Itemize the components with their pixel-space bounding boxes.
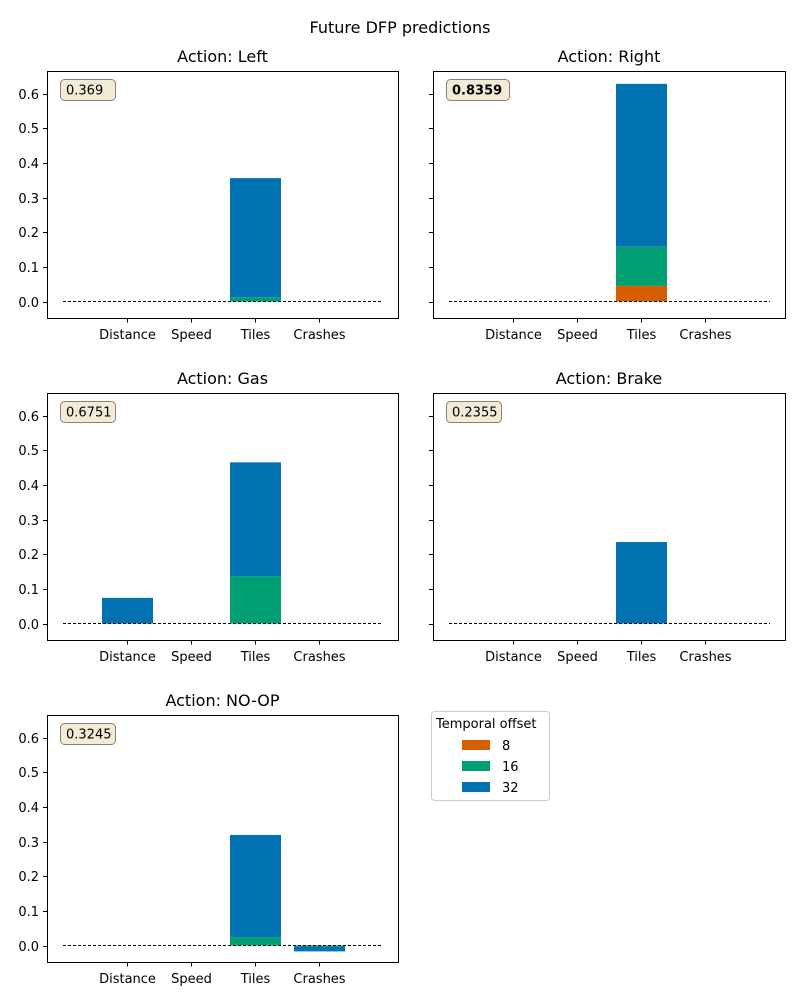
bar-32	[294, 946, 345, 952]
y-tick-label: 0.6	[18, 410, 39, 425]
x-tick-label: Tiles	[240, 328, 271, 343]
bar-16	[230, 576, 281, 624]
legend-label-32: 32	[502, 781, 519, 796]
y-tick-label: 0.2	[18, 548, 39, 563]
axes-frame	[47, 71, 399, 319]
score-label: 0.369	[66, 84, 103, 99]
x-tick-label: Crashes	[679, 328, 731, 343]
bar-32	[230, 462, 281, 577]
y-tick-label: 0.2	[18, 870, 39, 885]
legend-label-16: 16	[502, 760, 519, 775]
y-tick-label: 0.5	[18, 766, 39, 781]
axes-frame	[47, 393, 399, 641]
y-tick-label: 0.5	[18, 122, 39, 137]
y-tick-label: 0.4	[18, 157, 39, 172]
panel-4: Action: NO-OP 0.0 0.1 0.2 0.3 0.4 0.5 0.6 Distan…	[18, 691, 399, 987]
x-tick-label: Crashes	[293, 650, 345, 665]
bar-16	[230, 937, 281, 946]
axes-frame	[433, 393, 786, 641]
x-tick-label: Distance	[485, 650, 542, 665]
y-tick-label: 0.4	[18, 479, 39, 494]
legend-frame	[431, 711, 550, 801]
score-box	[60, 79, 116, 101]
legend-label-8: 8	[502, 739, 510, 754]
score-box	[446, 79, 510, 101]
panel-title: Action: Right	[558, 47, 661, 66]
legend-title: Temporal offset	[435, 717, 536, 732]
axes-frame	[433, 71, 786, 319]
bar-16	[230, 297, 281, 302]
score-label: 0.2355	[452, 406, 498, 421]
x-tick-label: Distance	[99, 650, 156, 665]
bar-8	[616, 285, 667, 302]
x-tick-label: Crashes	[293, 328, 345, 343]
x-tick-label: Crashes	[679, 650, 731, 665]
bar-16	[294, 945, 345, 947]
y-tick-label: 0.1	[18, 583, 39, 598]
score-box	[446, 401, 502, 423]
y-tick-label: 0.4	[18, 801, 39, 816]
y-tick-label: 0.3	[18, 836, 39, 851]
panel-title: Action: Brake	[556, 369, 662, 388]
x-tick-label: Distance	[99, 328, 156, 343]
y-tick-label: 0.5	[18, 444, 39, 459]
score-box	[60, 401, 116, 423]
bar-32	[616, 83, 667, 247]
x-tick-label: Crashes	[293, 972, 345, 987]
y-tick-label: 0.0	[18, 618, 39, 633]
x-tick-label: Speed	[171, 328, 212, 343]
score-label: 0.6751	[66, 406, 112, 421]
y-tick-label: 0.0	[18, 296, 39, 311]
panel-title: Action: Gas	[177, 369, 268, 388]
bar-16	[616, 246, 667, 286]
figure-title: Future DFP predictions	[310, 18, 491, 37]
panel-0: Action: Left 0.0 0.1 0.2 0.3 0.4 0.5 0.6 Distanc…	[18, 47, 399, 343]
panel-3: Action: Brake Distance Speed Tiles Crashes 0.…	[429, 369, 786, 665]
legend-swatch-16	[462, 761, 490, 771]
panel-1: Action: Right Distance Speed Tiles Crashes 0.…	[429, 47, 786, 343]
x-tick-label: Tiles	[626, 328, 657, 343]
y-tick-label: 0.6	[18, 88, 39, 103]
y-tick-label: 0.3	[18, 192, 39, 207]
x-tick-label: Speed	[171, 972, 212, 987]
legend-swatch-32	[462, 782, 490, 792]
x-tick-label: Tiles	[240, 650, 271, 665]
score-label: 0.8359	[452, 84, 502, 99]
score-label: 0.3245	[66, 728, 112, 743]
bar-32	[230, 178, 281, 298]
axes-frame	[47, 715, 399, 963]
panel-2: Action: Gas 0.0 0.1 0.2 0.3 0.4 0.5 0.6 Distance…	[18, 369, 399, 665]
x-tick-label: Speed	[557, 328, 598, 343]
x-tick-label: Tiles	[626, 650, 657, 665]
panel-title: Action: NO-OP	[165, 691, 279, 710]
y-tick-label: 0.6	[18, 732, 39, 747]
x-tick-label: Distance	[99, 972, 156, 987]
bar-32	[230, 834, 281, 938]
y-tick-label: 0.1	[18, 905, 39, 920]
y-tick-label: 0.1	[18, 261, 39, 276]
score-box	[60, 723, 116, 745]
panel-title: Action: Left	[177, 47, 268, 66]
panels: Action: Left 0.0 0.1 0.2 0.3 0.4 0.5 0.6 Distanc…	[18, 47, 786, 987]
bar-32	[102, 597, 153, 624]
y-tick-label: 0.2	[18, 226, 39, 241]
x-tick-label: Speed	[171, 650, 212, 665]
bar-32	[616, 542, 667, 624]
x-tick-label: Speed	[557, 650, 598, 665]
legend: Temporal offset 8 16 32	[431, 711, 550, 801]
x-tick-label: Distance	[485, 328, 542, 343]
legend-swatch-8	[462, 740, 490, 750]
y-tick-label: 0.0	[18, 940, 39, 955]
x-tick-label: Tiles	[240, 972, 271, 987]
y-tick-label: 0.3	[18, 514, 39, 529]
